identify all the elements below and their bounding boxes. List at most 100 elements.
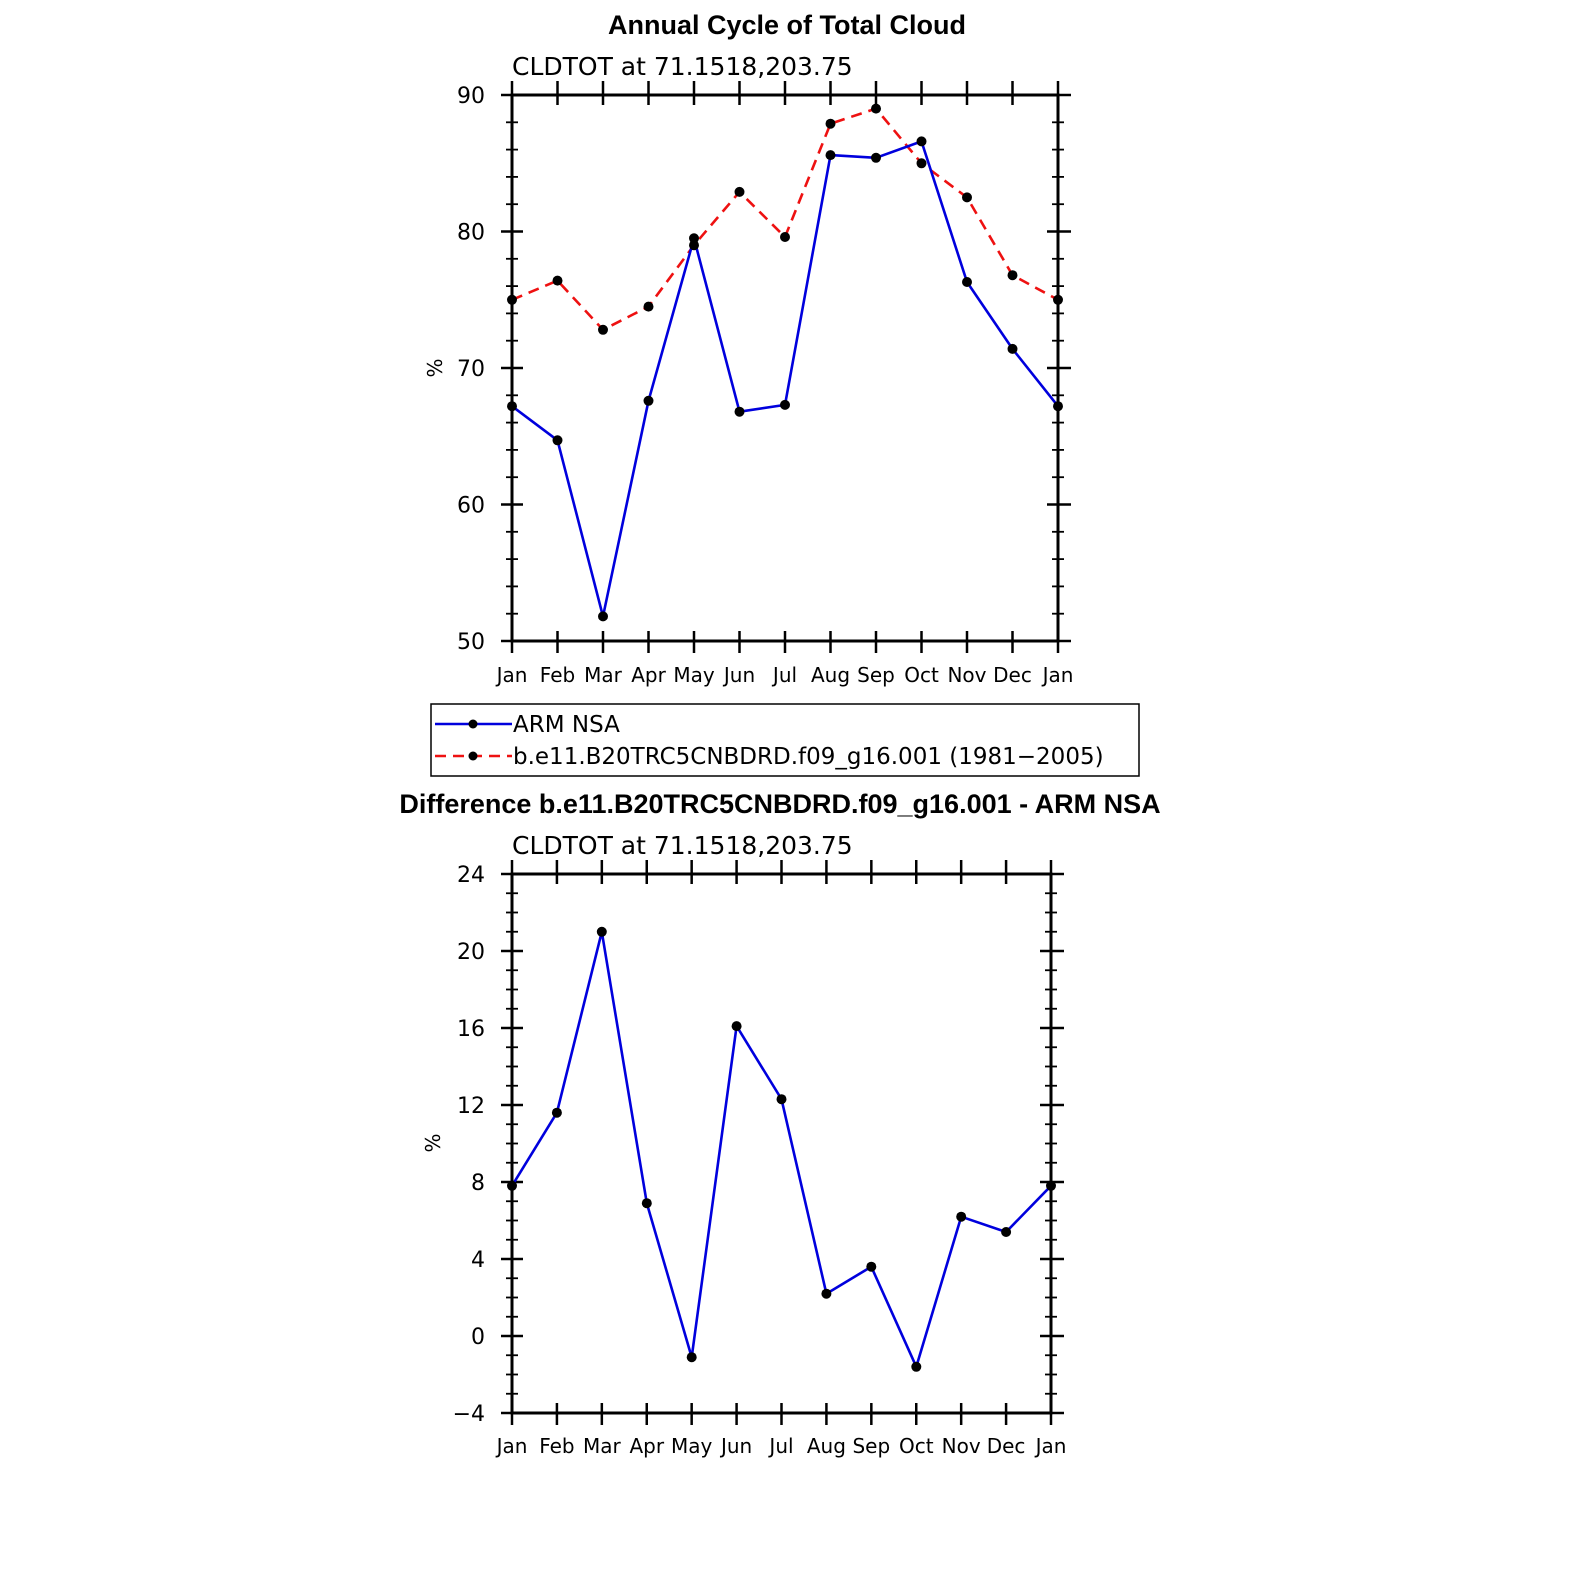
difference-data-point bbox=[551, 1107, 562, 1118]
arm-data-point bbox=[780, 399, 790, 410]
chart-subtitle: CLDTOT at 71.1518,203.75 bbox=[512, 831, 853, 860]
model-data-point bbox=[507, 294, 517, 305]
plot-frame bbox=[510, 93, 1060, 643]
x-tick-label: Dec bbox=[987, 1434, 1026, 1458]
y-tick-label: 50 bbox=[457, 630, 485, 655]
legend-arm-label: ARM NSA bbox=[513, 712, 620, 738]
series-layer bbox=[507, 103, 1063, 622]
arm-data-point bbox=[598, 611, 608, 622]
y-tick-label: 12 bbox=[457, 1094, 485, 1119]
arm-data-point bbox=[643, 395, 654, 406]
x-tick-label: Oct bbox=[904, 663, 939, 687]
model-data-point bbox=[916, 158, 927, 169]
arm-data-point bbox=[825, 150, 836, 161]
arm-data-point bbox=[507, 401, 517, 412]
x-tick-label: May bbox=[673, 663, 715, 687]
x-tick-label: Feb bbox=[539, 1434, 574, 1458]
arm-data-point bbox=[552, 435, 563, 446]
y-axis-label: % bbox=[423, 358, 447, 377]
model-data-point bbox=[825, 118, 836, 129]
x-tick-label: May bbox=[671, 1434, 713, 1458]
y-tick-label: 16 bbox=[457, 1017, 485, 1042]
x-tick-label: Apr bbox=[631, 663, 666, 687]
x-tick-label: Jun bbox=[719, 1434, 752, 1458]
model-data-point bbox=[780, 232, 790, 242]
x-tick-label: Nov bbox=[947, 663, 986, 687]
x-tick-label: Jul bbox=[771, 663, 797, 687]
x-tick-label: Feb bbox=[540, 663, 575, 687]
model-data-point bbox=[962, 192, 972, 203]
chart-title: Annual Cycle of Total Cloud bbox=[608, 10, 966, 40]
x-tick-label: Sep bbox=[857, 663, 895, 687]
arm-data-point bbox=[962, 277, 972, 287]
difference-data-point bbox=[731, 1021, 742, 1032]
y-tick-label: 24 bbox=[457, 863, 485, 888]
legend: ARM NSA b.e11.B20TRC5CNBDRD.f09_g16.001 … bbox=[430, 703, 1140, 777]
arm-data-point bbox=[1007, 343, 1018, 354]
difference-data-point bbox=[866, 1261, 877, 1272]
y-tick-label: 90 bbox=[457, 84, 485, 109]
difference-data-point bbox=[641, 1198, 652, 1209]
x-tick-label: Aug bbox=[807, 1434, 846, 1458]
difference-data-point bbox=[686, 1352, 697, 1363]
chart-title: Difference b.e11.B20TRC5CNBDRD.f09_g16.0… bbox=[399, 789, 1160, 819]
y-tick-label: 20 bbox=[457, 940, 485, 965]
x-tick-label: Apr bbox=[629, 1434, 664, 1458]
y-axis-label: % bbox=[421, 1133, 445, 1152]
model-data-point bbox=[552, 275, 563, 286]
model-data-point bbox=[1053, 294, 1063, 305]
x-tick-label: Oct bbox=[899, 1434, 934, 1458]
x-tick-label: Jul bbox=[767, 1434, 793, 1458]
y-tick-label: 70 bbox=[457, 357, 485, 382]
annual-cycle-chart: Annual Cycle of Total Cloud CLDTOT at 71… bbox=[423, 10, 1073, 687]
model-data-point bbox=[871, 103, 881, 114]
y-axis: −4 0 4 8 12 16 20 24 bbox=[453, 863, 1064, 1427]
legend-arm-marker bbox=[468, 719, 478, 729]
arm-data-point bbox=[734, 406, 745, 417]
y-tick-label: 60 bbox=[457, 494, 485, 519]
x-tick-label: Jan bbox=[1041, 663, 1074, 687]
difference-data-point bbox=[596, 926, 607, 937]
arm-data-point bbox=[689, 233, 699, 244]
model-data-point bbox=[598, 324, 608, 335]
x-axis: Jan Feb Mar Apr May Jun Jul Aug Sep Oct Nov Dec Jan bbox=[495, 81, 1074, 687]
chart-subtitle: CLDTOT at 71.1518,203.75 bbox=[512, 52, 853, 81]
legend-model-marker bbox=[468, 751, 478, 761]
y-tick-label: 8 bbox=[471, 1171, 485, 1196]
difference-data-point bbox=[507, 1180, 517, 1191]
difference-data-point bbox=[911, 1361, 922, 1372]
difference-chart: Difference b.e11.B20TRC5CNBDRD.f09_g16.0… bbox=[399, 789, 1160, 1458]
difference-data-point bbox=[1046, 1180, 1056, 1191]
x-tick-label: Jan bbox=[495, 663, 528, 687]
x-tick-label: Mar bbox=[584, 663, 623, 687]
model-data-point bbox=[689, 240, 699, 251]
difference-data-point bbox=[1001, 1227, 1012, 1237]
x-tick-label: Nov bbox=[942, 1434, 981, 1458]
y-tick-label: 0 bbox=[471, 1325, 485, 1350]
y-tick-label: 80 bbox=[457, 221, 485, 246]
arm-data-point bbox=[871, 152, 881, 163]
y-axis: 50 60 70 80 90 bbox=[457, 84, 1071, 655]
arm-data-point bbox=[1053, 401, 1063, 412]
difference-data-point bbox=[821, 1288, 832, 1299]
x-tick-label: Mar bbox=[583, 1434, 622, 1458]
y-tick-label: −4 bbox=[453, 1402, 485, 1427]
x-tick-label: Aug bbox=[811, 663, 850, 687]
model-data-point bbox=[1007, 270, 1018, 281]
x-tick-label: Jan bbox=[495, 1434, 528, 1458]
legend-box bbox=[430, 703, 1140, 777]
x-tick-label: Dec bbox=[993, 663, 1032, 687]
y-tick-label: 4 bbox=[471, 1248, 485, 1273]
series-layer bbox=[507, 926, 1056, 1372]
model-data-point bbox=[643, 301, 654, 312]
difference-data-point bbox=[776, 1094, 787, 1105]
arm-data-point bbox=[916, 136, 927, 147]
x-tick-label: Jan bbox=[1034, 1434, 1067, 1458]
x-axis: Jan Feb Mar Apr May Jun Jul Aug Sep Oct Nov Dec Jan bbox=[495, 860, 1067, 1458]
x-tick-label: Sep bbox=[852, 1434, 890, 1458]
difference-data-point bbox=[956, 1211, 967, 1222]
model-data-point bbox=[734, 186, 745, 197]
legend-model-label: b.e11.B20TRC5CNBDRD.f09_g16.001 (1981−20… bbox=[513, 744, 1104, 770]
